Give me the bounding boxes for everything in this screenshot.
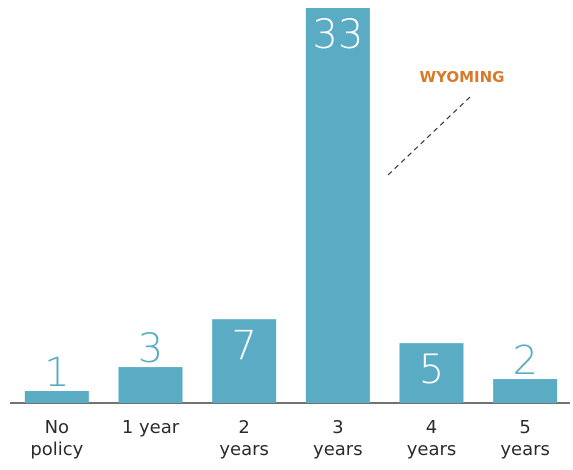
annotation-leader	[387, 96, 471, 176]
value-label: 7	[231, 323, 256, 369]
bar	[493, 379, 558, 403]
bar	[118, 367, 183, 403]
x-tick-label: 1 year	[121, 417, 180, 438]
value-label: 3	[138, 326, 163, 372]
bar	[399, 343, 464, 403]
x-tick-label: 3 years	[313, 417, 363, 460]
x-tick-label: 2 years	[219, 417, 269, 460]
x-tick-label: 4 years	[406, 417, 457, 460]
bar	[24, 391, 89, 403]
x-tick-label: 5 years	[500, 417, 550, 460]
bar	[212, 319, 277, 403]
bar	[305, 8, 370, 403]
value-label: 33	[312, 12, 363, 58]
value-label: 1	[44, 350, 69, 396]
x-tick-label: No policy	[30, 417, 84, 460]
value-label: 2	[512, 338, 537, 384]
value-label: 5	[419, 347, 444, 393]
annotation: WYOMING	[420, 68, 505, 86]
